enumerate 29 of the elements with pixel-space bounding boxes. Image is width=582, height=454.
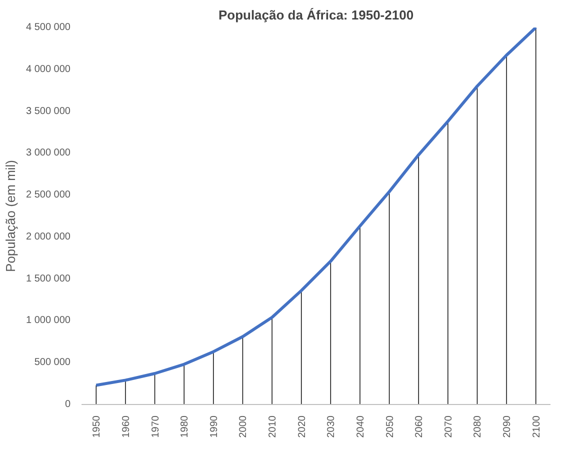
x-tick-label: 2100 — [531, 415, 542, 438]
y-tick-label: 3 500 000 — [26, 106, 71, 117]
y-tick-label: 1 500 000 — [26, 273, 71, 284]
line-series — [94, 28, 538, 387]
y-tick-label: 500 000 — [34, 357, 71, 368]
x-tick-label: 1960 — [120, 415, 132, 438]
y-tick-label: 4 500 000 — [26, 22, 71, 33]
x-tick-label: 1950 — [92, 415, 103, 438]
y-tick-label: 4 000 000 — [26, 64, 71, 75]
x-tick-label: 2010 — [268, 415, 279, 438]
x-tick-label: 2050 — [384, 415, 396, 438]
y-tick-label: 1 000 000 — [26, 315, 71, 326]
x-tick-label: 2000 — [238, 415, 250, 438]
y-axis-title: População (em mil) — [3, 160, 18, 272]
chart-title: População da África: 1950-2100 — [218, 8, 414, 22]
x-tick-label: 2020 — [296, 415, 308, 438]
y-tick-label: 3 000 000 — [26, 148, 71, 159]
x-tick-label: 2040 — [355, 415, 366, 438]
y-tick-label: 0 — [64, 399, 71, 410]
x-tick-label: 2060 — [414, 415, 426, 438]
x-tick-label: 2030 — [326, 415, 338, 438]
x-tick-label: 2070 — [443, 415, 454, 438]
y-tick-label: 2 000 000 — [26, 231, 71, 242]
x-tick-label: 2080 — [472, 415, 484, 438]
x-tick-label: 1990 — [208, 415, 220, 438]
x-tick-label: 1970 — [150, 415, 162, 438]
x-tick-label: 1980 — [180, 415, 191, 438]
x-tick-label: 2090 — [502, 415, 514, 438]
y-tick-label: 2 500 000 — [26, 190, 71, 201]
